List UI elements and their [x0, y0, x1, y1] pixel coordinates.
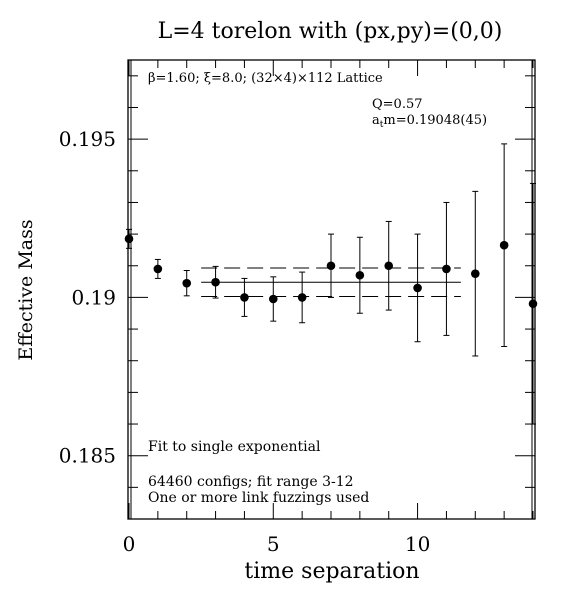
data-point	[211, 277, 220, 287]
chart-title: L=4 torelon with (px,py)=(0,0)	[158, 19, 503, 44]
annotation-lattice: β=1.60; ξ=8.0; (32×4)×112 Lattice	[148, 71, 383, 86]
y-tick-label: 0.195	[59, 127, 116, 151]
data-point	[326, 261, 336, 271]
data-point	[442, 264, 451, 274]
data-points	[124, 143, 538, 425]
data-point	[182, 278, 192, 288]
data-point	[499, 240, 509, 250]
data-point	[470, 269, 480, 278]
annotation-fit-mass: atm=0.19048(45)	[372, 113, 487, 130]
data-point	[124, 234, 134, 244]
data-point	[528, 299, 538, 309]
data-point	[384, 261, 394, 271]
data-point	[413, 283, 422, 293]
data-point	[355, 270, 365, 280]
y-axis-label: Effective Mass	[15, 219, 37, 360]
annotation-fit-type: Fit to single exponential	[148, 439, 321, 455]
tick-labels: 0 5 10 0.185 0.19 0.195	[59, 127, 431, 556]
annotation-configs: 64460 configs; fit range 3-12	[148, 474, 354, 490]
x-tick-label: 5	[267, 532, 280, 556]
axis-ticks	[128, 60, 535, 520]
x-tick-label: 0	[123, 532, 136, 556]
data-point	[153, 264, 163, 274]
y-tick-label: 0.185	[59, 444, 116, 468]
x-axis-label: time separation	[244, 559, 419, 584]
data-point	[268, 294, 278, 304]
y-tick-label: 0.19	[71, 285, 116, 309]
data-point	[240, 293, 249, 302]
data-point	[297, 293, 307, 302]
x-tick-label: 10	[405, 532, 430, 556]
annotation-fuzzing: One or more link fuzzings used	[148, 490, 369, 506]
annotation-q: Q=0.57	[372, 97, 423, 112]
